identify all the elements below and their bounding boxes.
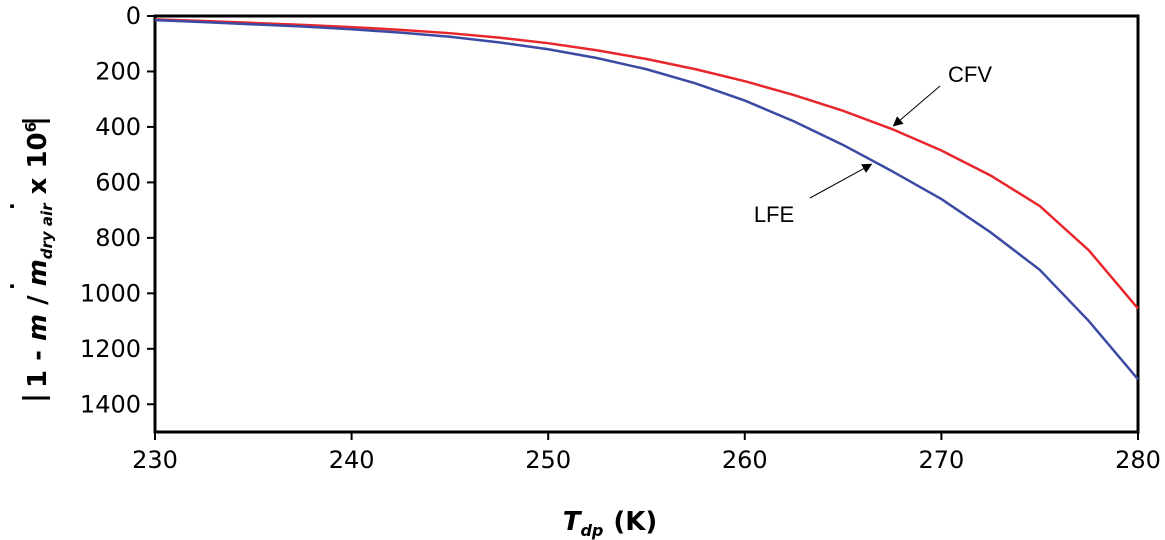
annotation-label-cfv: CFV — [948, 62, 992, 87]
series-line-lfe — [154, 18, 1139, 381]
annotations: CFV LFE — [754, 62, 993, 227]
plot-area-frame — [153, 14, 1140, 434]
x-tick-label: 260 — [722, 446, 768, 474]
y-tick-label: 1000 — [80, 279, 141, 307]
y-tick-label: 1400 — [80, 390, 141, 418]
x-axis-title-subscript: dp — [580, 521, 603, 540]
y-tick-label: 600 — [95, 168, 141, 196]
x-axis-title-symbol: T — [563, 507, 583, 537]
y-tick-label: 1200 — [80, 335, 141, 363]
plot-border — [153, 14, 1140, 434]
y-tick-label: 200 — [95, 57, 141, 85]
x-tick-label: 230 — [132, 446, 178, 474]
annotation-arrow-cfv — [892, 85, 941, 127]
y-axis-title-mdot-2: m — [23, 259, 53, 286]
y-axis-title-mdot-1: m — [23, 314, 53, 341]
y-axis-title-dot-1: · — [0, 282, 24, 290]
y-axis-title-dot-2: · — [0, 202, 24, 210]
y-tick-label: 800 — [95, 224, 141, 252]
y-axis-title-exponent: 6 — [22, 122, 40, 132]
series-line-cfv — [154, 18, 1139, 310]
y-tick-label: 0 — [126, 2, 141, 30]
x-tick-label: 280 — [1115, 446, 1161, 474]
x-axis-ticks: 230 240 250 260 270 280 — [132, 432, 1161, 474]
annotation-arrow-lfe — [809, 163, 873, 199]
y-axis-title-suffix: x 10 — [23, 132, 53, 203]
y-axis-title-subscript: dry air — [38, 202, 56, 259]
y-axis-ticks: 0 200 400 600 800 1000 1200 1400 — [80, 2, 155, 418]
x-tick-label: 270 — [918, 446, 964, 474]
y-axis-title-divider: / — [23, 286, 53, 314]
annotation-label-lfe: LFE — [754, 202, 794, 227]
x-tick-label: 240 — [329, 446, 375, 474]
y-axis-title-prefix: 1 - — [23, 341, 53, 388]
y-tick-label: 400 — [95, 113, 141, 141]
y-axis-title-group: 1 - m / mdry air x 106 · · — [0, 119, 56, 400]
x-tick-label: 250 — [525, 446, 571, 474]
series-lines — [154, 18, 1139, 381]
x-axis-title-unit: (K) — [613, 507, 657, 537]
y-axis-title: 1 - m / mdry air x 106 — [22, 122, 56, 388]
x-axis-title: Tdp (K) — [563, 507, 658, 540]
